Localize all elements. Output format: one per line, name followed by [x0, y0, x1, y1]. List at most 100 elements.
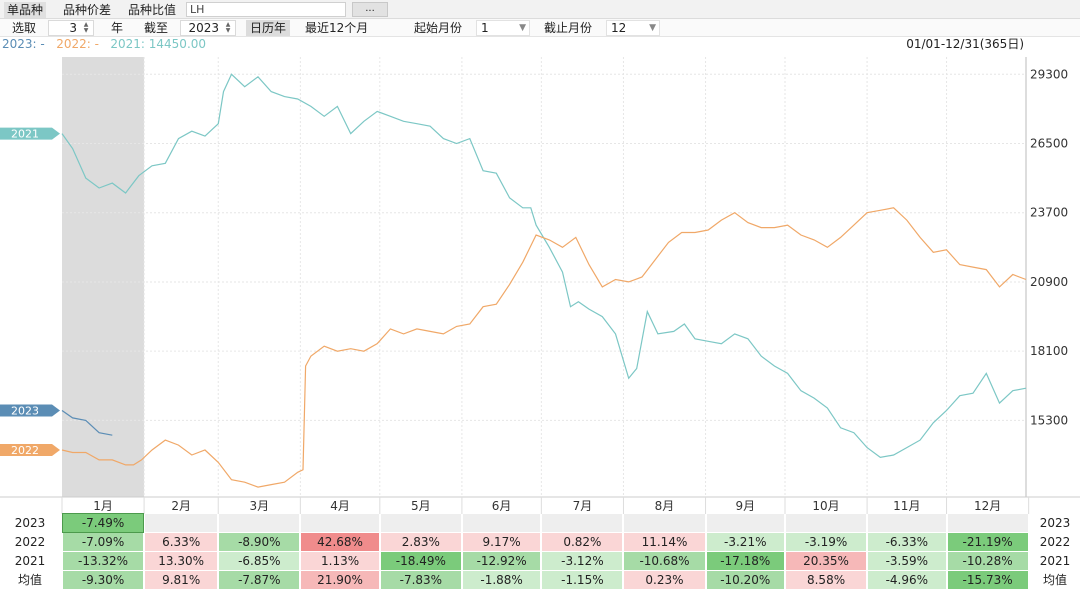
row-label: 2023	[14, 516, 46, 530]
select-label: 选取	[12, 21, 37, 35]
legend-2022: 2022: -	[56, 37, 99, 51]
table-cell: -13.32%	[63, 552, 144, 570]
y-tick-label: 26500	[1030, 137, 1068, 151]
table-cell	[380, 514, 461, 532]
table-cell	[462, 514, 541, 532]
table-cell: -12.92%	[462, 552, 541, 570]
table-cell: -10.28%	[947, 552, 1028, 570]
series-tag-2023	[0, 404, 60, 417]
y-tick-label: 18100	[1030, 344, 1068, 358]
table-cell	[868, 514, 946, 532]
table-cell: 2.83%	[380, 533, 461, 551]
table-cell: 6.33%	[145, 533, 218, 551]
x-tick-label: 5月	[411, 499, 431, 513]
tab-variety-ratio[interactable]: 品种比值	[128, 3, 177, 17]
x-tick-label: 4月	[330, 499, 350, 513]
table-cell: -1.15%	[542, 571, 623, 589]
table-row: 均值 -9.30% 9.81% -7.87% 21.90% -7.83% -1.88% -1.…	[0, 571, 1080, 590]
x-tick-label: 11月	[893, 499, 920, 513]
until-year-value: 2023	[188, 21, 219, 35]
table-row: 2022 -7.09% 6.33% -8.90% 42.68% 2.83% 9.17% 0.8…	[0, 533, 1080, 552]
x-tick-label: 7月	[573, 499, 593, 513]
table-cell: -17.18%	[706, 552, 784, 570]
table-cell: -8.90%	[219, 533, 300, 551]
legend-2021: 2021: 14450.00	[110, 37, 207, 51]
years-stepper[interactable]: 3 ▲ ▼	[48, 20, 94, 36]
date-range-label: 01/01-12/31(365日)	[906, 37, 1024, 51]
chart-legend: 2023: - 2022: - 2021: 14450.00	[2, 37, 206, 51]
until-year-stepper[interactable]: 2023 ▲ ▼	[180, 20, 236, 36]
table-cell: 1.13%	[301, 552, 379, 570]
table-cell: -9.30%	[63, 571, 144, 589]
table-cell: -7.09%	[63, 533, 144, 551]
row-label: 2022	[14, 535, 46, 549]
table-cell: 0.82%	[542, 533, 623, 551]
table-cell: -3.19%	[786, 533, 867, 551]
table-cell: -1.88%	[462, 571, 541, 589]
table-cell: -15.73%	[947, 571, 1028, 589]
table-cell	[624, 514, 705, 532]
series-line-2021[interactable]	[61, 73, 1027, 459]
end-month-select[interactable]: 12 ▼	[606, 20, 660, 36]
table-cell: 21.90%	[301, 571, 379, 589]
years-value: 3	[69, 21, 77, 35]
table-cell: -3.21%	[706, 533, 784, 551]
tab-single-variety[interactable]: 单品种	[4, 2, 47, 18]
row-label-right: 均值	[1042, 573, 1067, 587]
y-tick-label: 20900	[1030, 275, 1068, 289]
series-tag-label: 2021	[11, 128, 39, 141]
x-tick-label: 9月	[735, 499, 755, 513]
y-tick-label: 15300	[1030, 413, 1068, 427]
more-button[interactable]: ...	[352, 2, 388, 17]
table-cell: -3.12%	[542, 552, 623, 570]
table-cell: -6.85%	[219, 552, 300, 570]
variety-input[interactable]: LH	[186, 2, 346, 17]
table-cell: 11.14%	[624, 533, 705, 551]
row-label: 均值	[17, 573, 42, 587]
row-label: 2021	[14, 554, 46, 568]
legend-2023: 2023: -	[2, 37, 45, 51]
series-line-2022[interactable]	[61, 207, 1027, 488]
stepper-arrows-icon[interactable]: ▲ ▼	[83, 21, 89, 34]
x-tick-label: 6月	[492, 499, 512, 513]
row-label-right: 2022	[1039, 535, 1071, 549]
table-cell	[145, 514, 218, 532]
y-tick-label: 23700	[1030, 206, 1068, 220]
table-cell: -10.20%	[706, 571, 784, 589]
series-tag-2021	[0, 127, 60, 140]
start-month-label: 起始月份	[414, 21, 463, 35]
chevron-down-icon: ▼	[519, 23, 526, 33]
table-cell: -21.19%	[947, 533, 1028, 551]
stepper-arrows-icon[interactable]: ▲ ▼	[225, 21, 231, 34]
tab-variety-spread[interactable]: 品种价差	[63, 3, 112, 17]
calendar-year-button[interactable]: 日历年	[246, 20, 291, 36]
table-cell: 8.58%	[786, 571, 867, 589]
table-cell: 13.30%	[145, 552, 218, 570]
x-tick-label: 3月	[249, 499, 269, 513]
control-bar: 选取 3 ▲ ▼ 年 截至 2023 ▲ ▼ 日历年 最近12个月 起始月份 1 ▼…	[0, 19, 1080, 37]
end-month-label: 截止月份	[544, 21, 593, 35]
series-tag-label: 2022	[11, 444, 39, 457]
x-tick-label: 2月	[171, 499, 191, 513]
table-cell: -3.59%	[868, 552, 946, 570]
series-line-2023[interactable]	[61, 410, 113, 436]
table-cell	[786, 514, 867, 532]
table-cell: 42.68%	[301, 533, 379, 551]
until-label: 截至	[144, 21, 169, 35]
table-cell	[542, 514, 623, 532]
table-cell	[947, 514, 1028, 532]
tab-bar: 单品种 品种价差 品种比值 LH ...	[0, 0, 1080, 19]
seasonal-line-chart[interactable]: 29300 26500 23700 20900 18100 15300 1月 2月 3月 4月 5月…	[0, 51, 1080, 514]
row-label-right: 2021	[1039, 554, 1071, 568]
table-cell: -18.49%	[380, 552, 461, 570]
table-cell	[219, 514, 300, 532]
table-cell: -7.87%	[219, 571, 300, 589]
recent-12-months-button[interactable]: 最近12个月	[305, 21, 369, 35]
table-cell: -7.83%	[380, 571, 461, 589]
x-tick-label: 10月	[812, 499, 839, 513]
table-cell: 0.23%	[624, 571, 705, 589]
start-month-select[interactable]: 1 ▼	[476, 20, 530, 36]
x-tick-label: 8月	[655, 499, 675, 513]
chevron-down-icon: ▼	[649, 23, 656, 33]
table-cell: -4.96%	[868, 571, 946, 589]
